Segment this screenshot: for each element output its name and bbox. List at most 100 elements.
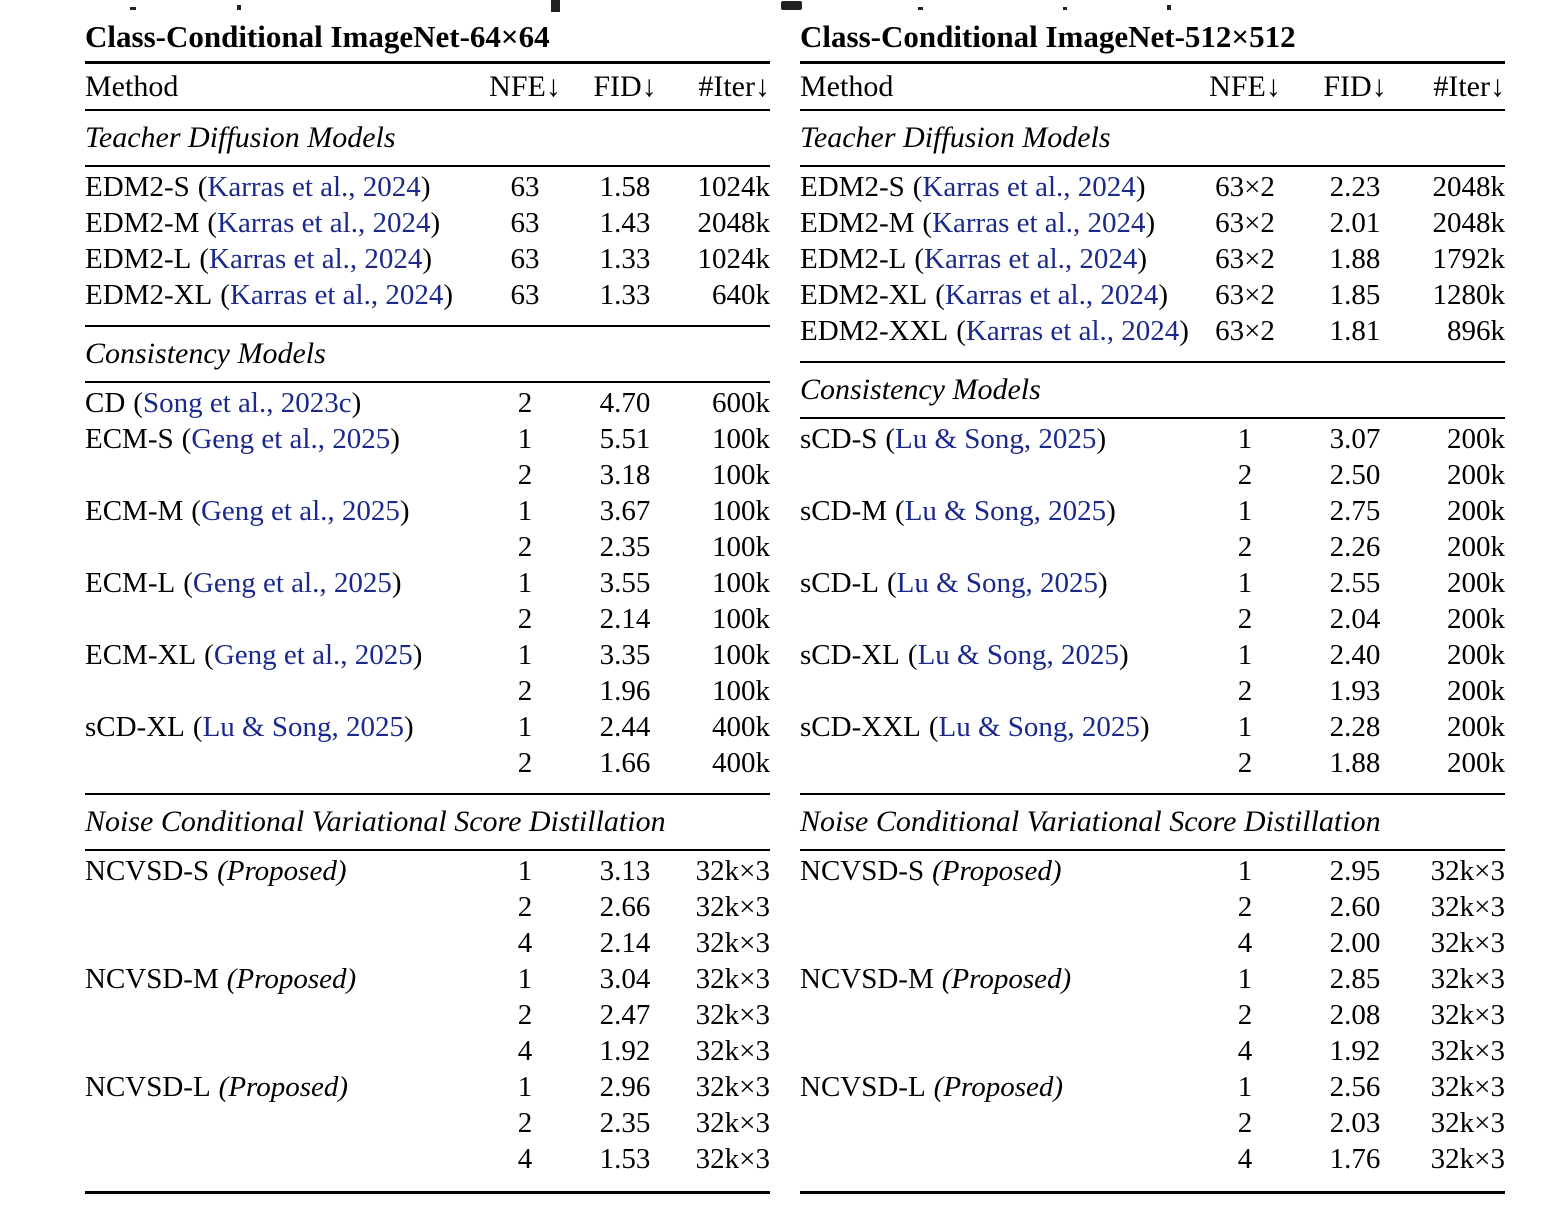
method-cell: EDM2-L (Karras et al., 2024) — [800, 241, 1190, 277]
section-heading: Teacher Diffusion Models — [800, 111, 1505, 167]
nfe-value: 2 — [1237, 531, 1253, 563]
method-cell — [800, 745, 1190, 781]
method-cell: ECM-L (Geng et al., 2025) — [85, 565, 475, 601]
nfe-value: 1 — [1237, 639, 1253, 671]
citation-link[interactable]: Karras et al., 2024 — [207, 171, 421, 203]
citation-link[interactable]: Lu & Song, 2025 — [904, 495, 1107, 527]
method-cell: EDM2-S (Karras et al., 2024) — [800, 169, 1190, 205]
table-row: sCD-S (Lu & Song, 2025) 1 3.07 200k — [800, 421, 1505, 457]
iter-value: 32k×3 — [695, 1143, 770, 1175]
iter-value: 32k×3 — [695, 891, 770, 923]
table-row: NCVSD-M (Proposed) 1 3.04 32k×3 — [85, 961, 770, 997]
method-cell: NCVSD-M (Proposed) — [85, 961, 475, 997]
table-row: 4 2.00 32k×3 — [800, 925, 1505, 961]
table-section: Consistency Models sCD-S (Lu & Song, 2025)… — [800, 361, 1505, 793]
citation-link[interactable]: Karras et al., 2024 — [229, 279, 444, 311]
close-paren: ) — [1096, 423, 1107, 455]
nfe-value: 2 — [517, 747, 533, 779]
nfe-value: 2 — [1237, 603, 1253, 635]
table-row: NCVSD-S (Proposed) 1 2.95 32k×3 — [800, 853, 1505, 889]
fid-value: 1.33 — [599, 279, 651, 311]
close-paren: ) — [1118, 639, 1129, 671]
fid-value: 2.03 — [1329, 1107, 1381, 1139]
citation-link[interactable]: Lu & Song, 2025 — [202, 711, 404, 743]
open-paren: ( — [199, 243, 209, 275]
iter-value: 200k — [1447, 567, 1505, 599]
fid-value: 2.26 — [1329, 531, 1381, 563]
close-paren: ) — [1106, 495, 1116, 527]
citation-link[interactable]: Geng et al., 2025 — [191, 423, 391, 455]
proposed-tag: (Proposed) — [933, 1071, 1064, 1103]
iter-value: 1024k — [697, 243, 771, 275]
method-name: EDM2-L — [85, 243, 192, 275]
open-paren: ( — [912, 171, 923, 203]
table-row: EDM2-M (Karras et al., 2024) 63×2 2.01 2048k — [800, 205, 1505, 241]
citation-link[interactable]: Karras et al., 2024 — [965, 315, 1180, 347]
method-name: CD — [85, 387, 126, 419]
table-row: EDM2-XXL (Karras et al., 2024) 63×2 1.81 896… — [800, 313, 1505, 349]
nfe-value: 2 — [517, 891, 533, 923]
nfe-value: 2 — [517, 387, 533, 419]
citation-link[interactable]: Lu & Song, 2025 — [938, 711, 1140, 743]
citation-link[interactable]: Karras et al., 2024 — [217, 207, 431, 239]
close-paren: ) — [1135, 171, 1146, 203]
citation-link[interactable]: Karras et al., 2024 — [209, 243, 423, 275]
method-cell: NCVSD-S (Proposed) — [800, 853, 1190, 889]
section-rows: EDM2-S (Karras et al., 2024) 63×2 2.23 2048k… — [800, 167, 1505, 361]
open-paren: ( — [885, 423, 896, 455]
iter-value: 32k×3 — [695, 1035, 770, 1067]
fid-value: 2.08 — [1329, 999, 1381, 1031]
table-section: Noise Conditional Variational Score Dist… — [85, 793, 770, 1191]
citation-link[interactable]: Karras et al., 2024 — [932, 207, 1146, 239]
citation-link[interactable]: Geng et al., 2025 — [213, 639, 413, 671]
iter-value: 32k×3 — [1430, 999, 1505, 1031]
section-rows: CD (Song et al., 2023c) 2 4.70 600k ECM-S (Gen… — [85, 383, 770, 793]
method-cell: EDM2-S (Karras et al., 2024) — [85, 169, 475, 205]
citation-link[interactable]: Lu & Song, 2025 — [896, 567, 1099, 599]
method-cell: ECM-M (Geng et al., 2025) — [85, 493, 475, 529]
close-paren: ) — [1137, 243, 1148, 275]
iter-value: 100k — [712, 639, 770, 671]
method-cell: EDM2-M (Karras et al., 2024) — [85, 205, 475, 241]
fid-value: 2.35 — [599, 531, 651, 563]
citation-link[interactable]: Song et al., 2023c — [142, 387, 352, 419]
citation-link[interactable]: Lu & Song, 2025 — [895, 423, 1097, 455]
method-name: sCD-L — [800, 567, 879, 599]
iter-value: 896k — [1447, 315, 1505, 347]
open-paren: ( — [935, 279, 945, 311]
table-row: ECM-XL (Geng et al., 2025) 1 3.35 100k — [85, 637, 770, 673]
method-cell: ECM-S (Geng et al., 2025) — [85, 421, 475, 457]
fid-value: 1.92 — [599, 1035, 651, 1067]
table-row: sCD-XXL (Lu & Song, 2025) 1 2.28 200k — [800, 709, 1505, 745]
table-section: Teacher Diffusion Models EDM2-S (Karras et… — [800, 111, 1505, 361]
fid-value: 1.76 — [1329, 1143, 1381, 1175]
nfe-value: 63×2 — [1215, 171, 1275, 203]
column-header: Method — [85, 70, 179, 103]
citation-link[interactable]: Karras et al., 2024 — [924, 243, 1138, 275]
method-name: NCVSD-M — [800, 963, 934, 995]
nfe-value: 2 — [517, 459, 533, 491]
text-fragment — [918, 7, 923, 10]
method-cell — [85, 889, 475, 925]
close-paren: ) — [351, 387, 362, 419]
results-tables: Class-Conditional ImageNet-64×64 Method NF… — [85, 18, 1505, 1194]
citation-link[interactable]: Lu & Song, 2025 — [917, 639, 1119, 671]
open-paren: ( — [886, 567, 897, 599]
text-fragment — [130, 7, 136, 10]
table-row: NCVSD-L (Proposed) 1 2.56 32k×3 — [800, 1069, 1505, 1105]
nfe-value: 2 — [517, 999, 533, 1031]
citation-link[interactable]: Geng et al., 2025 — [200, 495, 400, 527]
fid-value: 1.33 — [599, 243, 651, 275]
method-name: EDM2-S — [800, 171, 905, 203]
table-imagenet-64: Class-Conditional ImageNet-64×64 Method NF… — [85, 18, 770, 1194]
method-cell — [85, 673, 475, 709]
close-paren: ) — [420, 171, 431, 203]
iter-value: 32k×3 — [1430, 927, 1505, 959]
citation-link[interactable]: Karras et al., 2024 — [922, 171, 1136, 203]
nfe-value: 2 — [1237, 999, 1253, 1031]
fid-value: 1.93 — [1329, 675, 1381, 707]
citation-link[interactable]: Geng et al., 2025 — [192, 567, 392, 599]
citation-link[interactable]: Karras et al., 2024 — [944, 279, 1159, 311]
open-paren: ( — [197, 171, 208, 203]
table-row: 4 2.14 32k×3 — [85, 925, 770, 961]
